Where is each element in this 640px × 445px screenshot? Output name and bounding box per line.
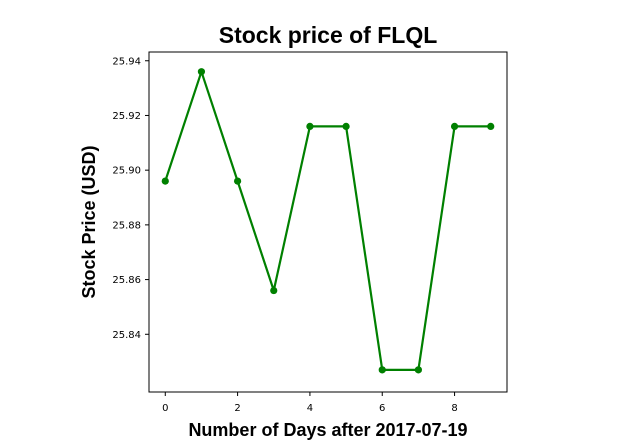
data-point (414, 366, 423, 374)
x-tick-label: 4 (307, 403, 313, 414)
data-point (450, 122, 459, 131)
chart-title: Stock price of FLQL (219, 22, 438, 48)
data-point (378, 366, 386, 374)
x-tick-label: 2 (234, 403, 240, 414)
y-tick-label: 25.88 (112, 220, 141, 231)
x-tick-label: 8 (451, 403, 457, 414)
y-tick-label: 25.92 (112, 111, 141, 122)
y-axis-label: Stock Price (USD) (79, 145, 99, 298)
data-point (487, 122, 495, 131)
x-tick-label: 6 (379, 403, 385, 414)
plot-frame (148, 51, 508, 393)
y-tick-label: 25.84 (112, 330, 141, 341)
x-axis-label: Number of Days after 2017-07-19 (188, 420, 467, 440)
data-point (306, 122, 314, 131)
x-tick-label: 0 (162, 403, 168, 414)
series-line (164, 70, 491, 371)
data-point (161, 177, 169, 185)
y-tick-label: 25.86 (112, 275, 141, 286)
y-tick-label: 25.94 (112, 56, 141, 67)
data-point (197, 68, 206, 76)
data-point (270, 286, 278, 295)
data-point (342, 122, 350, 131)
plot-area: 0 2 4 6 8 25.84 25.86 25.88 25.90 25.92 25.94 (112, 51, 508, 414)
data-point (233, 177, 242, 185)
y-tick-label: 25.90 (112, 166, 141, 177)
